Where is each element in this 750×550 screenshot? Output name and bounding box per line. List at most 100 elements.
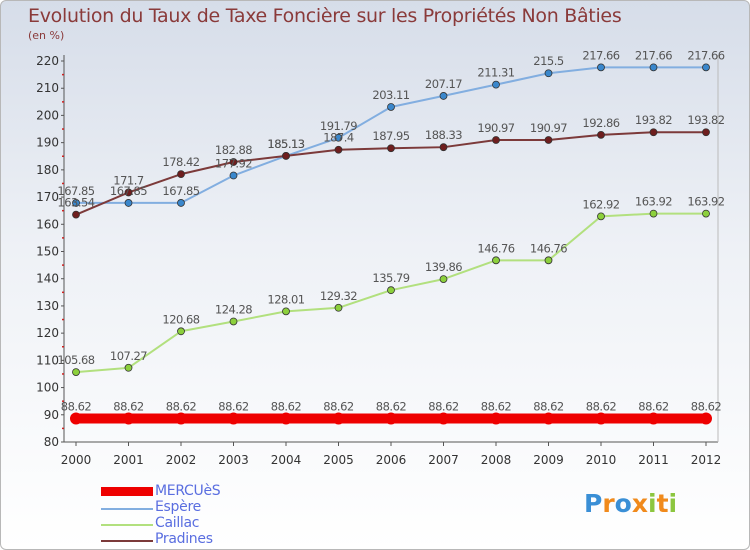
data-label: 88.62 xyxy=(691,400,722,414)
data-label: 139.86 xyxy=(425,260,462,274)
data-point xyxy=(177,170,185,179)
data-label: 128.01 xyxy=(267,292,304,306)
data-label: 185.13 xyxy=(267,137,304,151)
data-label: 217.66 xyxy=(687,48,724,62)
data-label: 193.82 xyxy=(687,113,724,127)
data-point xyxy=(177,327,185,336)
data-label: 163.92 xyxy=(635,195,672,209)
y-tick-label: 170 xyxy=(36,190,59,204)
data-label: 105.68 xyxy=(57,353,94,367)
data-point xyxy=(227,412,240,425)
data-label: 211.31 xyxy=(477,66,514,80)
data-label: 135.79 xyxy=(372,271,409,285)
y-tick-label: 180 xyxy=(36,163,59,177)
data-point xyxy=(649,209,658,218)
legend-label: Espère xyxy=(155,499,201,515)
data-label: 193.82 xyxy=(635,113,672,127)
data-point xyxy=(229,158,238,166)
data-label: 88.62 xyxy=(166,400,197,414)
data-point xyxy=(597,130,605,139)
data-point xyxy=(70,412,82,425)
data-point xyxy=(334,133,343,142)
data-label: 167.85 xyxy=(110,184,147,198)
logo-letter: t xyxy=(656,489,669,518)
data-point xyxy=(334,145,343,154)
y-tick-label: 80 xyxy=(44,435,59,449)
data-label: 182.88 xyxy=(215,143,252,157)
data-point xyxy=(490,412,502,425)
data-point xyxy=(282,307,290,316)
data-point xyxy=(702,128,710,137)
legend-swatch xyxy=(101,487,153,496)
data-label: 88.62 xyxy=(323,400,354,414)
data-label: 88.62 xyxy=(586,400,617,414)
y-axis-unit: (en %) xyxy=(28,29,65,42)
x-tick-label: 2011 xyxy=(638,453,669,467)
data-label: 163.54 xyxy=(57,196,94,210)
data-label: 88.62 xyxy=(481,400,512,414)
data-label: 171.7 xyxy=(113,173,144,187)
legend-label: MERCUèS xyxy=(155,483,221,499)
data-point xyxy=(439,143,448,152)
data-point xyxy=(229,171,238,180)
x-tick-label: 2006 xyxy=(376,453,407,467)
y-tick-label: 220 xyxy=(36,54,59,68)
data-label: 88.62 xyxy=(61,400,92,414)
legend-label: Pradines xyxy=(155,531,213,547)
x-tick-label: 2000 xyxy=(61,453,92,467)
data-label: 146.76 xyxy=(477,241,514,255)
chart-title: Evolution du Taux de Taxe Foncière sur l… xyxy=(28,5,622,27)
x-tick-label: 2004 xyxy=(271,453,302,467)
data-label: 120.68 xyxy=(162,312,199,326)
data-point xyxy=(282,151,290,160)
data-label: 167.85 xyxy=(162,184,199,198)
data-point xyxy=(437,412,450,425)
data-point xyxy=(492,136,500,144)
legend-label: Caillac xyxy=(155,515,200,531)
data-point xyxy=(124,363,133,372)
legend-swatch xyxy=(101,508,153,510)
data-label: 215.5 xyxy=(533,54,564,68)
data-label: 124.28 xyxy=(215,302,252,316)
data-label: 88.62 xyxy=(638,400,669,414)
y-tick-label: 160 xyxy=(36,217,59,231)
x-tick-label: 2003 xyxy=(218,453,249,467)
data-point xyxy=(124,188,133,197)
data-label: 188.33 xyxy=(425,128,462,142)
data-label: 185.13 xyxy=(267,137,304,151)
data-point xyxy=(647,412,660,425)
data-point xyxy=(124,199,133,207)
legend-swatch xyxy=(101,540,153,542)
data-label: 187.4 xyxy=(323,131,354,145)
data-point xyxy=(649,63,658,72)
data-point xyxy=(544,256,553,265)
y-tick-label: 110 xyxy=(36,353,59,367)
x-tick-label: 2009 xyxy=(533,453,564,467)
x-tick-label: 2001 xyxy=(113,453,144,467)
data-label: 88.62 xyxy=(271,400,302,414)
data-label: 88.62 xyxy=(428,400,459,414)
y-tick-label: 190 xyxy=(36,136,59,150)
data-point xyxy=(597,212,605,221)
y-tick-label: 130 xyxy=(36,299,59,313)
data-point xyxy=(387,103,395,111)
data-point xyxy=(385,412,397,425)
data-point xyxy=(334,303,343,312)
data-label: 203.11 xyxy=(372,88,409,102)
y-tick-label: 150 xyxy=(36,245,59,259)
x-tick-label: 2002 xyxy=(166,453,197,467)
data-point xyxy=(595,412,607,425)
y-tick-label: 120 xyxy=(36,326,59,340)
data-label: 88.62 xyxy=(218,400,249,414)
data-point xyxy=(387,286,395,295)
x-tick-label: 2012 xyxy=(691,453,722,467)
data-point xyxy=(387,144,395,153)
data-label: 177.92 xyxy=(215,157,252,171)
logo-letter: i xyxy=(668,489,678,518)
x-tick-label: 2008 xyxy=(481,453,512,467)
data-label: 190.97 xyxy=(477,121,514,135)
y-tick-label: 200 xyxy=(36,108,59,122)
proxiti-logo: Proxiti xyxy=(584,489,677,518)
data-label: 107.27 xyxy=(110,349,147,363)
